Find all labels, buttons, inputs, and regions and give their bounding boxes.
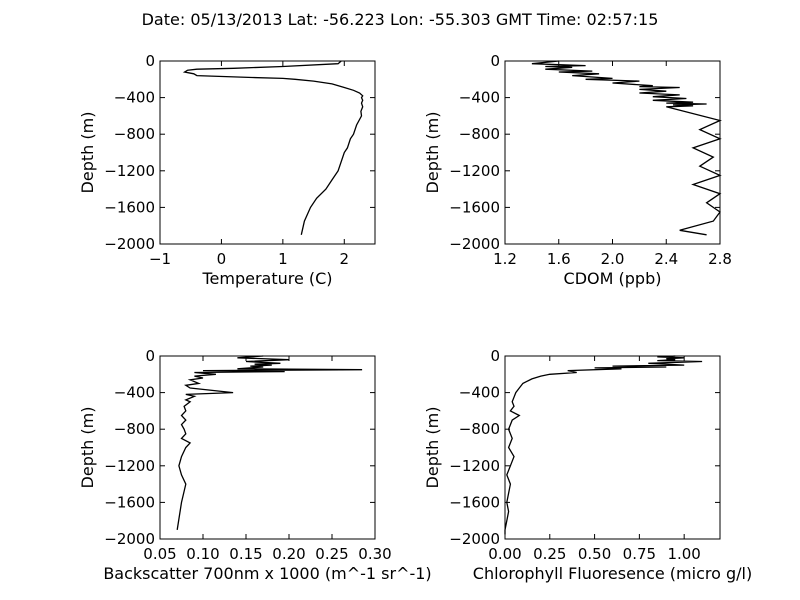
series-line-temperature — [182, 60, 364, 235]
x-tick-label: 1.2 — [493, 250, 517, 268]
y-tick-label: −2000 — [449, 530, 500, 548]
x-tick-label: 0.15 — [229, 545, 262, 563]
y-tick-label: −1600 — [449, 198, 500, 216]
chart-backscatter: 0.05 0.10 0.15 0.20 0.25 0.30 0 −400 −800 −1200 −1… — [78, 347, 432, 583]
x-tick-label: 1 — [278, 250, 288, 268]
chart-temperature: −1 0 1 2 0 −400 −800 −1200 −1600 −2000 Temperature… — [78, 52, 376, 288]
y-tick-label: −800 — [114, 420, 155, 438]
y-tick-label: −400 — [459, 89, 500, 107]
y-tick-label: −400 — [459, 384, 500, 402]
y-tick-label: −2000 — [104, 530, 155, 548]
series-line-backscatter — [176, 355, 363, 531]
y-tick-label: 0 — [490, 52, 500, 70]
x-tick-label: 0.00 — [488, 545, 521, 563]
figure-suptitle: Date: 05/13/2013 Lat: -56.223 Lon: -55.3… — [142, 10, 659, 29]
plot-frame — [504, 60, 721, 245]
y-tick-label: −1200 — [104, 162, 155, 180]
x-tick-label: 0.50 — [578, 545, 611, 563]
y-axis-label: Depth (m) — [423, 112, 442, 194]
y-axis-label: Depth (m) — [78, 407, 97, 489]
x-tick-label: 1.6 — [547, 250, 571, 268]
y-tick-label: −1600 — [104, 198, 155, 216]
y-tick-label: −400 — [114, 384, 155, 402]
plot-frame — [504, 355, 721, 540]
y-tick-label: −1200 — [449, 457, 500, 475]
x-tick-label: 0.20 — [272, 545, 305, 563]
series-line-chlorophyll — [504, 355, 703, 535]
y-tick-label: −1600 — [449, 493, 500, 511]
x-axis-label: Temperature (C) — [201, 269, 332, 288]
y-tick-label: −1600 — [104, 493, 155, 511]
y-tick-label: 0 — [145, 347, 155, 365]
x-tick-label: 0 — [217, 250, 227, 268]
x-tick-label: 0.25 — [533, 545, 566, 563]
x-axis-label: Chlorophyll Fluoresence (micro g/l) — [473, 564, 752, 583]
x-tick-label: 0.75 — [623, 545, 656, 563]
x-tick-label: 0.30 — [358, 545, 391, 563]
x-tick-label: 1.00 — [667, 545, 700, 563]
chart-chlorophyll: 0.00 0.25 0.50 0.75 1.00 0 −400 −800 −1200 −1600 −… — [423, 347, 752, 583]
x-tick-label: 2.8 — [708, 250, 732, 268]
y-tick-label: −400 — [114, 89, 155, 107]
y-axis-label: Depth (m) — [78, 112, 97, 194]
x-tick-label: 2.4 — [654, 250, 678, 268]
y-tick-label: 0 — [145, 52, 155, 70]
chart-cdom: 1.2 1.6 2.0 2.4 2.8 0 −400 −800 −1200 −1600 −2000 C… — [423, 52, 732, 288]
x-tick-label: 0.25 — [315, 545, 348, 563]
series-line-cdom — [531, 60, 722, 236]
plot-frame — [159, 355, 376, 540]
y-tick-label: −800 — [459, 420, 500, 438]
x-tick-label: 2.0 — [601, 250, 625, 268]
y-tick-label: −800 — [114, 125, 155, 143]
x-axis-label: Backscatter 700nm x 1000 (m^-1 sr^-1) — [103, 564, 431, 583]
x-tick-label: 0.10 — [186, 545, 219, 563]
y-tick-label: −1200 — [449, 162, 500, 180]
plot-frame — [159, 60, 376, 245]
x-axis-label: CDOM (ppb) — [564, 269, 662, 288]
y-tick-label: 0 — [490, 347, 500, 365]
y-tick-label: −2000 — [104, 235, 155, 253]
y-tick-label: −1200 — [104, 457, 155, 475]
panels: −1 0 1 2 0 −400 −800 −1200 −1600 −2000 Temperature… — [78, 52, 752, 583]
x-tick-label: 0.05 — [143, 545, 176, 563]
y-tick-label: −2000 — [449, 235, 500, 253]
y-axis-label: Depth (m) — [423, 407, 442, 489]
x-tick-label: 2 — [340, 250, 350, 268]
x-tick-label: −1 — [149, 250, 171, 268]
y-tick-label: −800 — [459, 125, 500, 143]
